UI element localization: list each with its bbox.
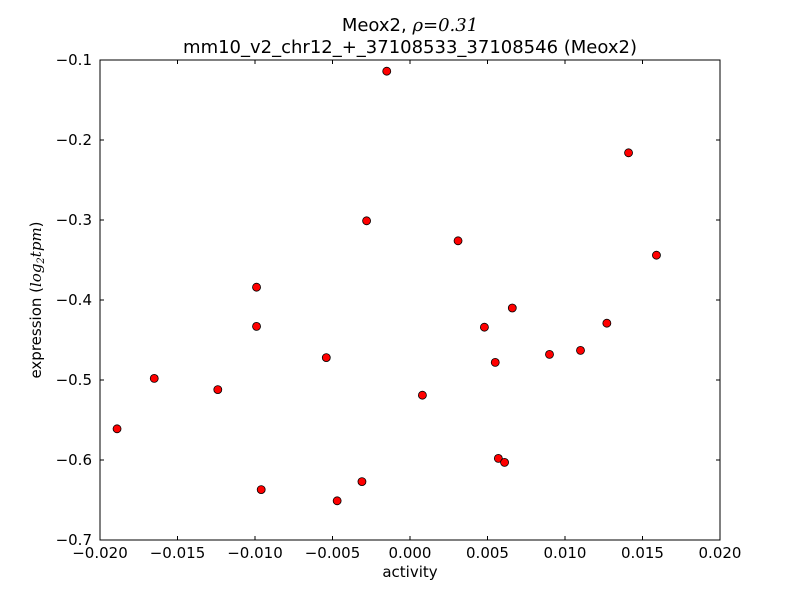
x-tick-label: −0.015 <box>150 544 206 562</box>
plot-frame <box>99 59 721 541</box>
data-point <box>321 353 331 363</box>
data-point <box>479 322 489 332</box>
x-tick-label: 0.005 <box>466 544 509 562</box>
data-point <box>332 496 342 506</box>
x-tick-label: −0.020 <box>72 544 128 562</box>
data-point <box>490 357 500 367</box>
data-point <box>256 485 266 495</box>
y-tick-label: −0.4 <box>56 291 92 309</box>
y-tick-label: −0.3 <box>56 211 92 229</box>
x-tick-label: −0.005 <box>305 544 361 562</box>
data-point <box>453 236 463 246</box>
y-tick-label: −0.2 <box>56 131 92 149</box>
data-point <box>417 390 427 400</box>
data-point <box>507 303 517 313</box>
y-tick-label: −0.6 <box>56 451 92 469</box>
data-point <box>382 66 392 76</box>
x-tick-label: 0.015 <box>621 544 664 562</box>
data-point <box>362 216 372 226</box>
data-point <box>493 453 503 463</box>
data-point <box>149 373 159 383</box>
x-tick-label: −0.010 <box>227 544 283 562</box>
chart-title-line1: Meox2, ρ=0.31 <box>342 15 478 36</box>
data-point <box>652 250 661 260</box>
x-tick-label: 0.000 <box>389 544 432 562</box>
data-point <box>252 282 261 292</box>
data-point <box>112 424 122 434</box>
data-point <box>213 385 223 395</box>
y-tick-label: −0.1 <box>56 51 92 69</box>
chart-title-line2: mm10_v2_chr12_+_37108533_37108546 (Meox2… <box>183 37 637 58</box>
data-point <box>500 457 509 467</box>
data-point <box>252 321 261 331</box>
x-tick-label: 0.010 <box>544 544 587 562</box>
x-tick-label: 0.020 <box>699 544 742 562</box>
y-tick-label: −0.5 <box>56 371 92 389</box>
data-point <box>545 349 554 359</box>
plot-area: −0.020 −0.015 −0.010 −0.005 0.000 0.005 0.010 0… <box>56 51 742 562</box>
y-tick-label: −0.7 <box>56 531 92 549</box>
data-point <box>357 477 367 487</box>
data-point <box>602 318 612 328</box>
data-point <box>576 345 585 355</box>
x-axis-label: activity <box>382 563 437 581</box>
data-point <box>624 148 633 158</box>
y-axis-label: expression (log2tpm) <box>27 221 47 378</box>
